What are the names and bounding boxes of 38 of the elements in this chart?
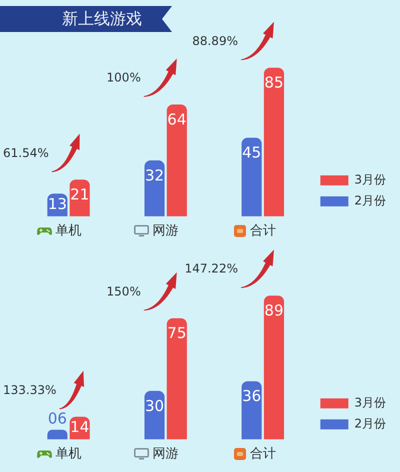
annotation: 133.33% (3, 382, 56, 397)
text: 88.89% (192, 34, 238, 48)
data-label: 21 (70, 186, 90, 204)
data-label: 13 (48, 194, 67, 213)
bar (144, 160, 165, 216)
chart-title: 新上线游戏 (0, 6, 172, 32)
bar (47, 430, 68, 440)
bar (166, 318, 187, 440)
annotation: 61.54% (2, 146, 49, 160)
bar (70, 180, 90, 216)
data-label: 85 (264, 74, 284, 92)
legend-label: 3月份 (354, 396, 386, 410)
data-label: 30 (144, 396, 164, 415)
data-label: 45 (242, 144, 262, 162)
legend-label: 2月份 (354, 194, 386, 208)
x-tick-label: 网游 (152, 446, 179, 462)
data-label: 75 (167, 324, 186, 342)
bar (166, 104, 187, 216)
annotation: 100% (106, 70, 141, 85)
text: 147.22% (184, 262, 238, 276)
bar (242, 138, 262, 216)
x-tick-label: 合计 (250, 446, 276, 462)
data-label: 14 (70, 418, 90, 436)
annotation: 150% (106, 284, 141, 298)
data-label: 64 (167, 110, 186, 128)
bar (242, 381, 262, 440)
legend-label: 2月份 (354, 416, 386, 431)
data-label: 89 (264, 302, 284, 320)
x-tick-label: 单机 (56, 446, 82, 462)
data-label: 06 (48, 410, 67, 428)
bar (264, 296, 284, 440)
data-label: 32 (144, 166, 164, 184)
legend-label: 3月份 (354, 172, 386, 187)
data-label: 36 (242, 387, 262, 406)
x-tick-label: 网游 (152, 224, 179, 239)
x-tick-label: 合计 (250, 224, 276, 239)
x-tick-label: 单机 (56, 224, 82, 239)
bar (264, 68, 284, 216)
